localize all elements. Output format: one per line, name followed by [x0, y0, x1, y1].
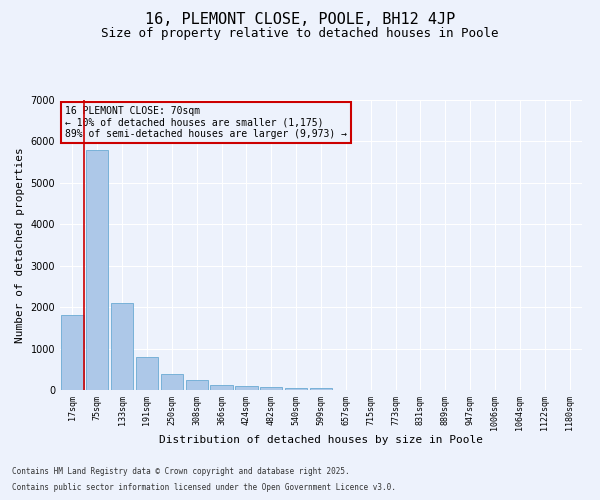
Bar	[86, 150, 109, 390]
Text: 16, PLEMONT CLOSE, POOLE, BH12 4JP: 16, PLEMONT CLOSE, POOLE, BH12 4JP	[145, 12, 455, 28]
Text: Contains public sector information licensed under the Open Government Licence v3: Contains public sector information licen…	[12, 484, 396, 492]
Text: Size of property relative to detached houses in Poole: Size of property relative to detached ho…	[101, 28, 499, 40]
Bar	[260, 387, 283, 390]
Bar	[235, 386, 257, 390]
Bar	[185, 380, 208, 390]
Y-axis label: Number of detached properties: Number of detached properties	[15, 147, 25, 343]
Bar	[61, 316, 83, 390]
Bar	[211, 385, 233, 390]
X-axis label: Distribution of detached houses by size in Poole: Distribution of detached houses by size …	[159, 436, 483, 446]
Bar	[136, 357, 158, 390]
Bar	[310, 388, 332, 390]
Text: 16 PLEMONT CLOSE: 70sqm
← 10% of detached houses are smaller (1,175)
89% of semi: 16 PLEMONT CLOSE: 70sqm ← 10% of detache…	[65, 106, 347, 139]
Text: Contains HM Land Registry data © Crown copyright and database right 2025.: Contains HM Land Registry data © Crown c…	[12, 467, 350, 476]
Bar	[285, 388, 307, 390]
Bar	[111, 303, 133, 390]
Bar	[161, 374, 183, 390]
